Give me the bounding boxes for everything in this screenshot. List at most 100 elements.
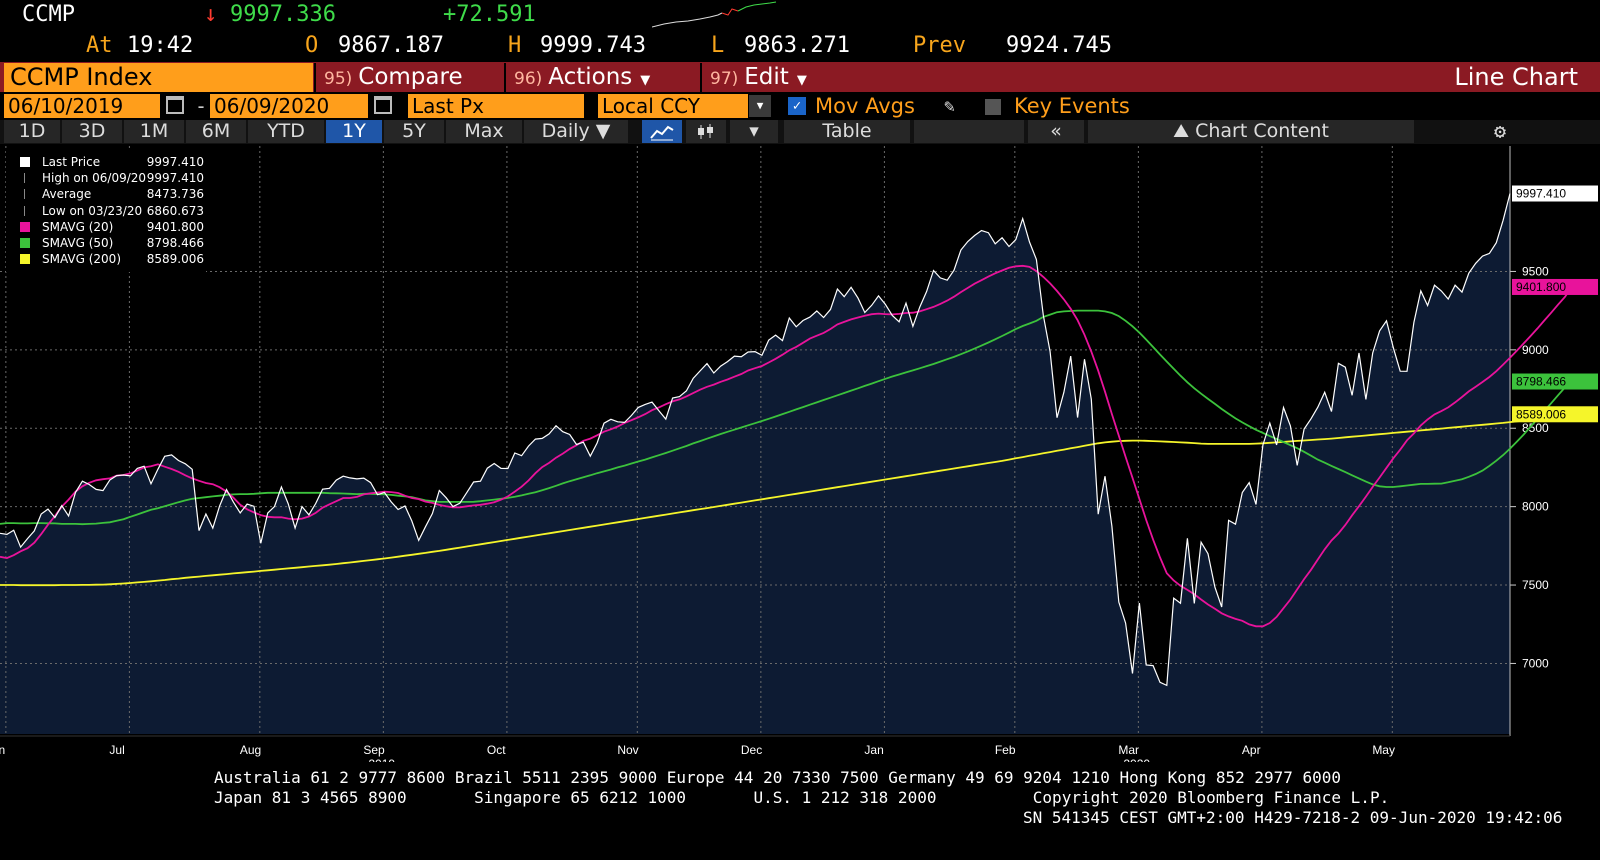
key-events-checkbox[interactable]	[985, 99, 1001, 115]
year-label: 2020	[1123, 757, 1150, 762]
legend-name: Low on 03/23/20	[42, 203, 143, 218]
period-3d[interactable]: 3D	[62, 120, 122, 143]
series-line-last-price	[0, 193, 1511, 687]
series-line-smavg-20-	[0, 264, 1573, 628]
price-chart[interactable]: 7000 7500 8000 8500 9000 9500 Jun Jul Aug Sep Oct N…	[0, 146, 1600, 762]
legend-swatch	[24, 173, 25, 184]
legend-row: High on 06/09/20 9997.410	[12, 170, 206, 186]
footer-contacts-2: Japan 81 3 4565 8900 Singapore 65 6212 1…	[214, 788, 1390, 807]
quote-row-1: CCMP ↓ 9997.336 +72.591	[0, 0, 1600, 30]
gear-icon[interactable]: ⚙	[1494, 119, 1507, 143]
x-tick-label: May	[1372, 743, 1395, 757]
end-value-label: 9401.800	[1516, 280, 1566, 294]
prev-label: Prev	[913, 33, 966, 58]
legend-row: SMAVG (50) 8798.466	[12, 235, 206, 251]
actions-button[interactable]: 96) Actions ▼	[504, 63, 692, 92]
chart-style-dropdown-icon[interactable]: ▾	[730, 120, 778, 143]
x-tick-label: Jul	[109, 743, 124, 757]
collapse-icon[interactable]: «	[1028, 120, 1084, 143]
legend-swatch	[20, 254, 30, 265]
period-1d[interactable]: 1D	[4, 120, 60, 143]
y-tick-label: 9500	[1522, 264, 1549, 278]
calendar-icon[interactable]	[374, 96, 392, 114]
ticker-symbol: CCMP	[22, 2, 75, 27]
series-line-smavg-200-	[0, 413, 1579, 587]
actions-num: 96)	[514, 69, 543, 89]
calendar-icon[interactable]	[166, 96, 184, 114]
end-value-label: 8589.006	[1516, 407, 1566, 421]
period-6m[interactable]: 6M	[186, 120, 246, 143]
blank-toolbar-button[interactable]	[914, 120, 1024, 143]
period-1m[interactable]: 1M	[124, 120, 184, 143]
y-tick-label: 8000	[1522, 500, 1549, 514]
legend-name: SMAVG (200)	[42, 252, 122, 267]
price-field-select[interactable]: Last Px	[408, 94, 584, 118]
end-value-tag	[1512, 406, 1598, 423]
chart-content-label: Chart Content	[1195, 120, 1329, 142]
open-value: 9867.187	[338, 33, 444, 58]
period-5y[interactable]: 5Y	[384, 120, 444, 143]
end-date-field[interactable]: 06/09/2020	[210, 94, 368, 118]
security-box[interactable]: CCMP Index	[4, 63, 313, 92]
x-tick-label: Jun	[0, 743, 5, 757]
y-tick-label: 8500	[1522, 421, 1549, 435]
period-ytd[interactable]: YTD	[248, 120, 324, 143]
legend-row: Average 8473.736	[12, 186, 206, 202]
legend-row: SMAVG (200) 8589.006	[12, 251, 206, 267]
down-arrow-icon: ↓	[204, 2, 218, 27]
period-1y[interactable]: 1Y	[326, 120, 382, 143]
key-events-label[interactable]: Key Events	[1014, 94, 1130, 118]
end-value-tag	[1512, 278, 1598, 295]
chart-type-title: Line Chart	[1454, 63, 1578, 91]
chart-content-button[interactable]: ⛰ Chart Content	[1088, 120, 1414, 143]
legend-name: Average	[42, 187, 92, 202]
legend-name: SMAVG (50)	[42, 236, 114, 250]
candlestick-icon[interactable]	[686, 120, 726, 143]
footer-session: SN 541345 CEST GMT+2:00 H429-7218-2 09-J…	[1023, 808, 1563, 827]
compare-button[interactable]: 95) Compare	[314, 63, 494, 92]
legend-row: Last Price 9997.410	[12, 154, 206, 170]
currency-select[interactable]: Local CCY	[598, 94, 748, 118]
chevron-down-icon[interactable]: ▼	[749, 95, 771, 117]
x-tick-label: Mar	[1118, 743, 1139, 757]
legend-row: Low on 03/23/20 6860.673	[12, 203, 206, 219]
open-label: O	[305, 33, 319, 58]
start-date-field[interactable]: 06/10/2019	[4, 94, 160, 118]
x-tick-label: Oct	[487, 743, 506, 757]
line-chart-icon[interactable]	[642, 120, 682, 143]
legend-value: 8798.466	[146, 236, 204, 250]
x-tick-label: Nov	[617, 743, 638, 757]
mov-avgs-checkbox[interactable]: ✓	[788, 97, 806, 115]
prev-value: 9924.745	[1006, 33, 1112, 58]
legend-name: Last Price	[42, 155, 101, 169]
end-value-tag	[1512, 185, 1598, 202]
low-value: 9863.271	[744, 33, 850, 58]
series-line-smavg-50-	[0, 309, 1573, 526]
edit-button[interactable]: 97) Edit ▼	[700, 63, 840, 92]
x-tick-label: Jan	[864, 743, 883, 757]
legend-row: SMAVG (20) 9401.800	[12, 219, 206, 235]
period-max[interactable]: Max	[446, 120, 522, 143]
legend-value: 8473.736	[146, 187, 204, 202]
edit-label: Edit	[744, 64, 789, 90]
pen-icon[interactable]: ✎	[944, 96, 955, 117]
high-label: H	[508, 33, 522, 58]
y-tick-label: 9000	[1522, 343, 1549, 357]
x-tick-label: Feb	[995, 743, 1016, 757]
legend-value: 9997.410	[146, 155, 204, 169]
y-tick-label: 7000	[1522, 656, 1549, 670]
legend-value: 8589.006	[146, 252, 204, 267]
mov-avgs-label[interactable]: Mov Avgs	[815, 94, 915, 118]
chart-legend: Last Price 9997.410 High on 06/09/20 9997.4…	[6, 150, 206, 272]
legend-name: SMAVG (20)	[42, 219, 114, 234]
end-value-tag	[1512, 373, 1598, 390]
legend-value: 9997.410	[146, 171, 204, 186]
legend-value: 6860.673	[146, 203, 204, 218]
mountain-chart-icon: ⛰	[1173, 120, 1196, 142]
chevron-down-icon: ▼	[796, 73, 807, 88]
actions-label: Actions	[548, 64, 633, 90]
quote-time: 19:42	[127, 33, 194, 58]
legend-swatch	[24, 189, 25, 200]
table-button[interactable]: Table	[784, 120, 910, 143]
frequency-select[interactable]: Daily ▼	[524, 120, 628, 143]
